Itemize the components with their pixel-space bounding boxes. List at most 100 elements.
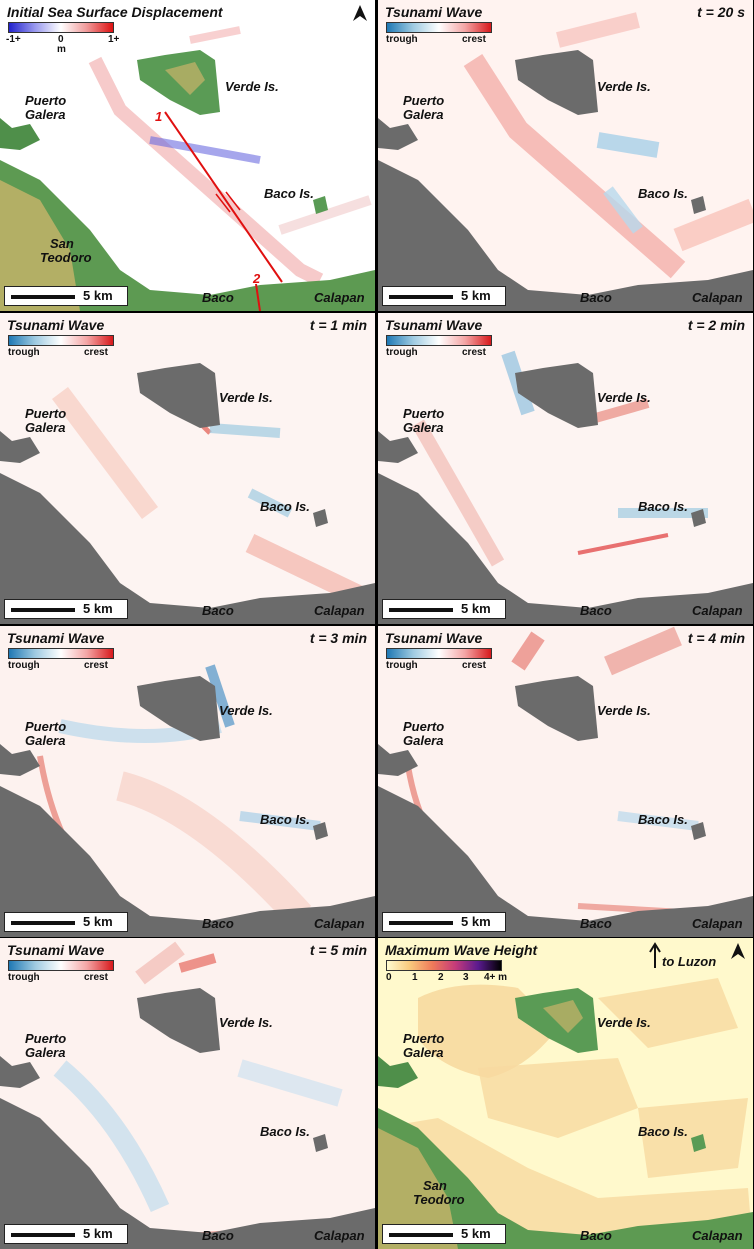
colorbar-trough-label: trough xyxy=(8,972,40,983)
colorbar-crest-label: crest xyxy=(84,347,108,358)
panel-time: t = 2 min xyxy=(687,317,745,333)
label-verde-island: Verde Is. xyxy=(219,390,273,405)
colorbar-tick-1: 1 xyxy=(412,972,418,983)
scale-label: 5 km xyxy=(83,601,113,616)
panel-time: t = 5 min xyxy=(309,942,367,958)
label-baco-island: Baco Is. xyxy=(638,186,688,201)
colorbar-trough-label: trough xyxy=(386,34,418,45)
label-puerto: Puerto xyxy=(25,1031,67,1046)
panel-t1min: Tsunami Wave t = 1 min trough crest Verd… xyxy=(0,313,375,624)
label-baco: Baco xyxy=(202,1228,234,1243)
label-calapan: Calapan xyxy=(692,290,743,305)
label-calapan: Calapan xyxy=(692,1228,743,1243)
label-calapan: Calapan xyxy=(692,916,743,931)
colorbar-crest-label: crest xyxy=(462,347,486,358)
label-puerto: Puerto xyxy=(25,406,67,421)
map-t5min xyxy=(0,938,375,1249)
panel-title: Tsunami Wave xyxy=(385,630,483,646)
label-galera: Galera xyxy=(25,420,66,435)
label-verde-island: Verde Is. xyxy=(597,390,651,405)
map-t1min xyxy=(0,313,375,624)
colorbar-wave xyxy=(386,22,492,33)
label-baco: Baco xyxy=(580,1228,612,1243)
colorbar-unit-label: m xyxy=(57,44,66,55)
panel-time: t = 1 min xyxy=(309,317,367,333)
label-puerto: Puerto xyxy=(25,93,67,108)
north-arrow-icon xyxy=(731,943,745,959)
scale-label: 5 km xyxy=(83,288,113,303)
panel-max-wave-height: Maximum Wave Height 0 1 2 3 4+ m to Luzo… xyxy=(378,938,753,1249)
label-san: San xyxy=(50,236,74,251)
scale-bar: 5 km xyxy=(382,1224,506,1244)
label-baco-island: Baco Is. xyxy=(638,499,688,514)
map-initial-displacement xyxy=(0,0,375,311)
label-baco: Baco xyxy=(580,290,612,305)
colorbar-trough-label: trough xyxy=(386,347,418,358)
panel-time: t = 4 min xyxy=(687,630,745,646)
label-baco: Baco xyxy=(580,603,612,618)
colorbar-trough-label: trough xyxy=(8,660,40,671)
scale-bar: 5 km xyxy=(4,599,128,619)
label-calapan: Calapan xyxy=(314,603,365,618)
label-galera: Galera xyxy=(25,733,66,748)
map-max-wave-height xyxy=(378,938,753,1249)
label-calapan: Calapan xyxy=(314,1228,365,1243)
label-baco-island: Baco Is. xyxy=(260,1124,310,1139)
colorbar-tick-3: 3 xyxy=(463,972,469,983)
panel-title: Maximum Wave Height xyxy=(385,942,538,958)
panel-title: Tsunami Wave xyxy=(385,4,483,20)
label-teodoro: Teodoro xyxy=(413,1192,465,1207)
scale-label: 5 km xyxy=(461,1226,491,1241)
label-baco-island: Baco Is. xyxy=(638,1124,688,1139)
label-galera: Galera xyxy=(403,107,444,122)
panel-time: t = 3 min xyxy=(309,630,367,646)
label-baco: Baco xyxy=(202,290,234,305)
label-galera: Galera xyxy=(25,107,66,122)
label-galera: Galera xyxy=(25,1045,66,1060)
panel-t20s: Tsunami Wave t = 20 s trough crest Verde… xyxy=(378,0,753,311)
label-calapan: Calapan xyxy=(314,290,365,305)
panel-title: Tsunami Wave xyxy=(7,630,105,646)
panel-initial-displacement: Initial Sea Surface Displacement -1+ 0 m… xyxy=(0,0,375,311)
label-puerto: Puerto xyxy=(403,719,445,734)
scale-bar: 5 km xyxy=(382,912,506,932)
label-puerto: Puerto xyxy=(403,93,445,108)
colorbar-max-height xyxy=(386,960,502,971)
panel-title: Tsunami Wave xyxy=(385,317,483,333)
fault-label-1: 1 xyxy=(155,109,163,124)
label-baco-island: Baco Is. xyxy=(264,186,314,201)
label-puerto: Puerto xyxy=(25,719,67,734)
scale-bar: 5 km xyxy=(4,912,128,932)
colorbar-wave xyxy=(386,648,492,659)
label-to-luzon: to Luzon xyxy=(662,954,717,969)
panel-title: Tsunami Wave xyxy=(7,942,105,958)
colorbar-wave xyxy=(8,648,114,659)
fault-label-2: 2 xyxy=(253,271,261,286)
label-puerto: Puerto xyxy=(403,406,445,421)
colorbar-crest-label: crest xyxy=(84,660,108,671)
label-baco-island: Baco Is. xyxy=(260,499,310,514)
scale-label: 5 km xyxy=(461,914,491,929)
panel-t4min: Tsunami Wave t = 4 min trough crest Verd… xyxy=(378,626,753,937)
colorbar-tick-0: 0 xyxy=(386,972,392,983)
label-verde-island: Verde Is. xyxy=(219,1015,273,1030)
map-t20s xyxy=(378,0,753,311)
label-teodoro: Teodoro xyxy=(40,250,92,265)
colorbar-crest-label: crest xyxy=(462,660,486,671)
panel-title: Initial Sea Surface Displacement xyxy=(7,4,223,20)
colorbar-crest-label: crest xyxy=(462,34,486,45)
label-verde-island: Verde Is. xyxy=(225,79,279,94)
label-baco-island: Baco Is. xyxy=(260,812,310,827)
label-baco-island: Baco Is. xyxy=(638,812,688,827)
panel-title: Tsunami Wave xyxy=(7,317,105,333)
map-t3min xyxy=(0,626,375,937)
colorbar-trough-label: trough xyxy=(8,347,40,358)
colorbar-tick-4: 4+ m xyxy=(484,972,508,983)
label-galera: Galera xyxy=(403,420,444,435)
map-t2min xyxy=(378,313,753,624)
label-baco: Baco xyxy=(202,603,234,618)
scale-label: 5 km xyxy=(83,914,113,929)
label-verde-island: Verde Is. xyxy=(597,79,651,94)
label-galera: Galera xyxy=(403,1045,444,1060)
